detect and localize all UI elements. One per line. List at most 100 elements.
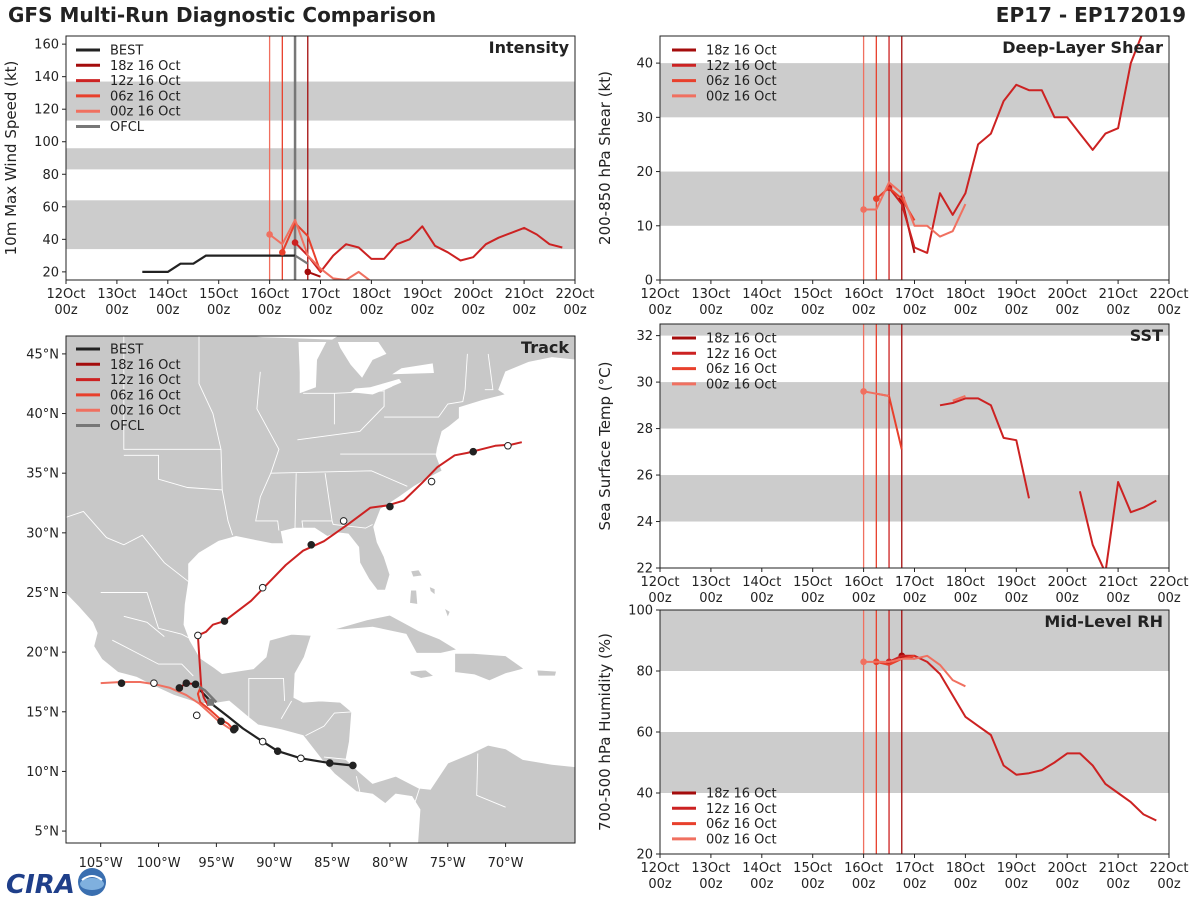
track-series-2-dot-4 (339, 517, 348, 525)
panel-sst: 12Oct00z13Oct00z14Oct00z15Oct00z16Oct00z… (596, 323, 1189, 606)
track-series-0-dot-1 (325, 759, 334, 767)
shear-ytick-label-1: 10 (636, 219, 653, 234)
track-series-2-dot-2 (258, 583, 267, 592)
border-5 (294, 473, 297, 529)
track-series-2-dot-7 (469, 447, 478, 456)
shear-xtick-label-3: 15Oct (793, 287, 832, 302)
intensity-ytick-label-4: 100 (34, 135, 59, 150)
rh-xtick-label-8: 20Oct (1048, 861, 1087, 876)
track-series-1-dot-2 (175, 684, 184, 692)
panel-track: 105°W 100°W 95°W 90°W 85°W 80°W 75°W 70°W 5°N 10°… (26, 335, 576, 871)
track-ytick-label-3: 20°N (26, 646, 59, 661)
intensity-series-group (142, 218, 563, 280)
intensity-xtick-label-2: 14Oct (148, 287, 187, 302)
rh-ytick-label-0: 20 (636, 848, 653, 863)
sst-legend-label-2: 06z 16 Oct (706, 362, 777, 377)
rh-xtick-label-2: 14Oct (742, 861, 781, 876)
intensity-xtick-label-1: 13Oct (97, 287, 136, 302)
sst-xtick-sub-8: 00z (1056, 591, 1080, 606)
rh-xtick-sub-3: 00z (801, 877, 825, 892)
track-xtick-label-4: 85°W (314, 856, 350, 871)
shear-title: Deep-Layer Shear (1002, 38, 1163, 57)
intensity-xtick-label-9: 21Oct (505, 287, 544, 302)
rh-series-3 (863, 654, 966, 688)
shear-series-group (860, 36, 1143, 254)
border-honduras (280, 700, 292, 720)
border-6 (301, 473, 333, 530)
shear-series-2-start-dot (873, 195, 880, 202)
shear-legend-label-3: 00z 16 Oct (706, 89, 777, 104)
rh-legend-label-1: 12z 16 Oct (706, 802, 777, 817)
sst-xtick-label-4: 16Oct (844, 575, 883, 590)
intensity-ylabel: 10m Max Wind Speed (kt) (2, 61, 20, 256)
sst-xtick-label-8: 20Oct (1048, 575, 1087, 590)
sst-xtick-label-1: 13Oct (691, 575, 730, 590)
shear-band-0 (660, 171, 1169, 226)
intensity-xtick-sub-7: 00z (411, 303, 435, 318)
island-bahamas (410, 569, 423, 578)
track-series-5-dot-0 (207, 698, 215, 706)
sst-band-1 (660, 382, 1169, 429)
track-legend-label-4: 00z 16 Oct (110, 404, 181, 419)
intensity-ytick-label-7: 160 (34, 38, 59, 53)
storm-id: EP17 - EP172019 (995, 3, 1186, 27)
track-xtick-label-7: 70°W (488, 856, 524, 871)
track-frame (65, 335, 576, 844)
track-xtick-label-0: 105°W (79, 856, 123, 871)
border-13 (384, 353, 468, 418)
sst-ytick-label-4: 30 (636, 376, 653, 391)
sst-series-4 (952, 395, 966, 402)
border-nicaragua (305, 711, 353, 737)
shear-xtick-sub-4: 00z (852, 303, 876, 318)
shear-xtick-sub-10: 00z (1157, 303, 1181, 318)
sst-xtick-label-3: 15Oct (793, 575, 832, 590)
intensity-ytick-label-1: 40 (42, 233, 59, 248)
rh-xtick-sub-6: 00z (954, 877, 978, 892)
track-series-4-dot-1 (150, 679, 158, 687)
track-legend-label-3: 06z 16 Oct (110, 388, 181, 403)
intensity-series-1-start-dot (304, 268, 312, 276)
border-14 (484, 353, 494, 391)
rh-xtick-label-1: 13Oct (691, 861, 730, 876)
rh-xtick-sub-5: 00z (903, 877, 927, 892)
shear-xtick-label-9: 21Oct (1099, 287, 1138, 302)
island-long (443, 607, 451, 619)
intensity-series-3 (281, 222, 322, 273)
shear-ytick-label-2: 20 (636, 165, 653, 180)
track-series-4-dot-0 (117, 679, 126, 687)
track-ytick-label-7: 40°N (26, 407, 59, 422)
sst-xtick-sub-3: 00z (801, 591, 825, 606)
intensity-xtick-sub-8: 00z (462, 303, 486, 318)
border-us-mexico (66, 510, 189, 583)
border-guatemala (248, 677, 286, 718)
rh-xtick-sub-8: 00z (1056, 877, 1080, 892)
sst-xtick-label-6: 18Oct (946, 575, 985, 590)
border-4 (255, 371, 280, 531)
island-andros (409, 589, 419, 605)
sst-series-0 (939, 397, 1030, 499)
track-series-2-dot-5 (386, 502, 394, 511)
intensity-xtick-sub-4: 00z (258, 303, 282, 318)
track-ytick-label-0: 5°N (35, 825, 60, 840)
track-ytick-label-8: 45°N (26, 347, 59, 362)
sst-ytick-label-2: 26 (636, 469, 653, 484)
track-series-1-dot-1 (182, 679, 191, 687)
sst-xtick-label-5: 17Oct (895, 575, 934, 590)
intensity-series-0 (142, 254, 296, 273)
intensity-series-4 (268, 218, 371, 280)
border-costa-rica (323, 756, 349, 760)
intensity-xtick-sub-10: 00z (563, 303, 587, 318)
track-ytick-label-2: 15°N (26, 705, 59, 720)
intensity-series-4-start-dot (266, 231, 273, 238)
shear-xtick-sub-0: 00z (648, 303, 672, 318)
track-legend-label-1: 18z 16 Oct (110, 358, 181, 373)
track-series-0-dot-4 (258, 737, 267, 746)
track-xtick-label-5: 80°W (372, 856, 408, 871)
track-ytick-label-1: 10°N (26, 765, 59, 780)
rh-legend-label-2: 06z 16 Oct (706, 817, 777, 832)
track-series-2-dot-1 (220, 617, 229, 625)
track-xtick-label-6: 75°W (430, 856, 466, 871)
rh-band-0 (660, 732, 1169, 793)
rh-series-3-start-dot (860, 658, 867, 666)
